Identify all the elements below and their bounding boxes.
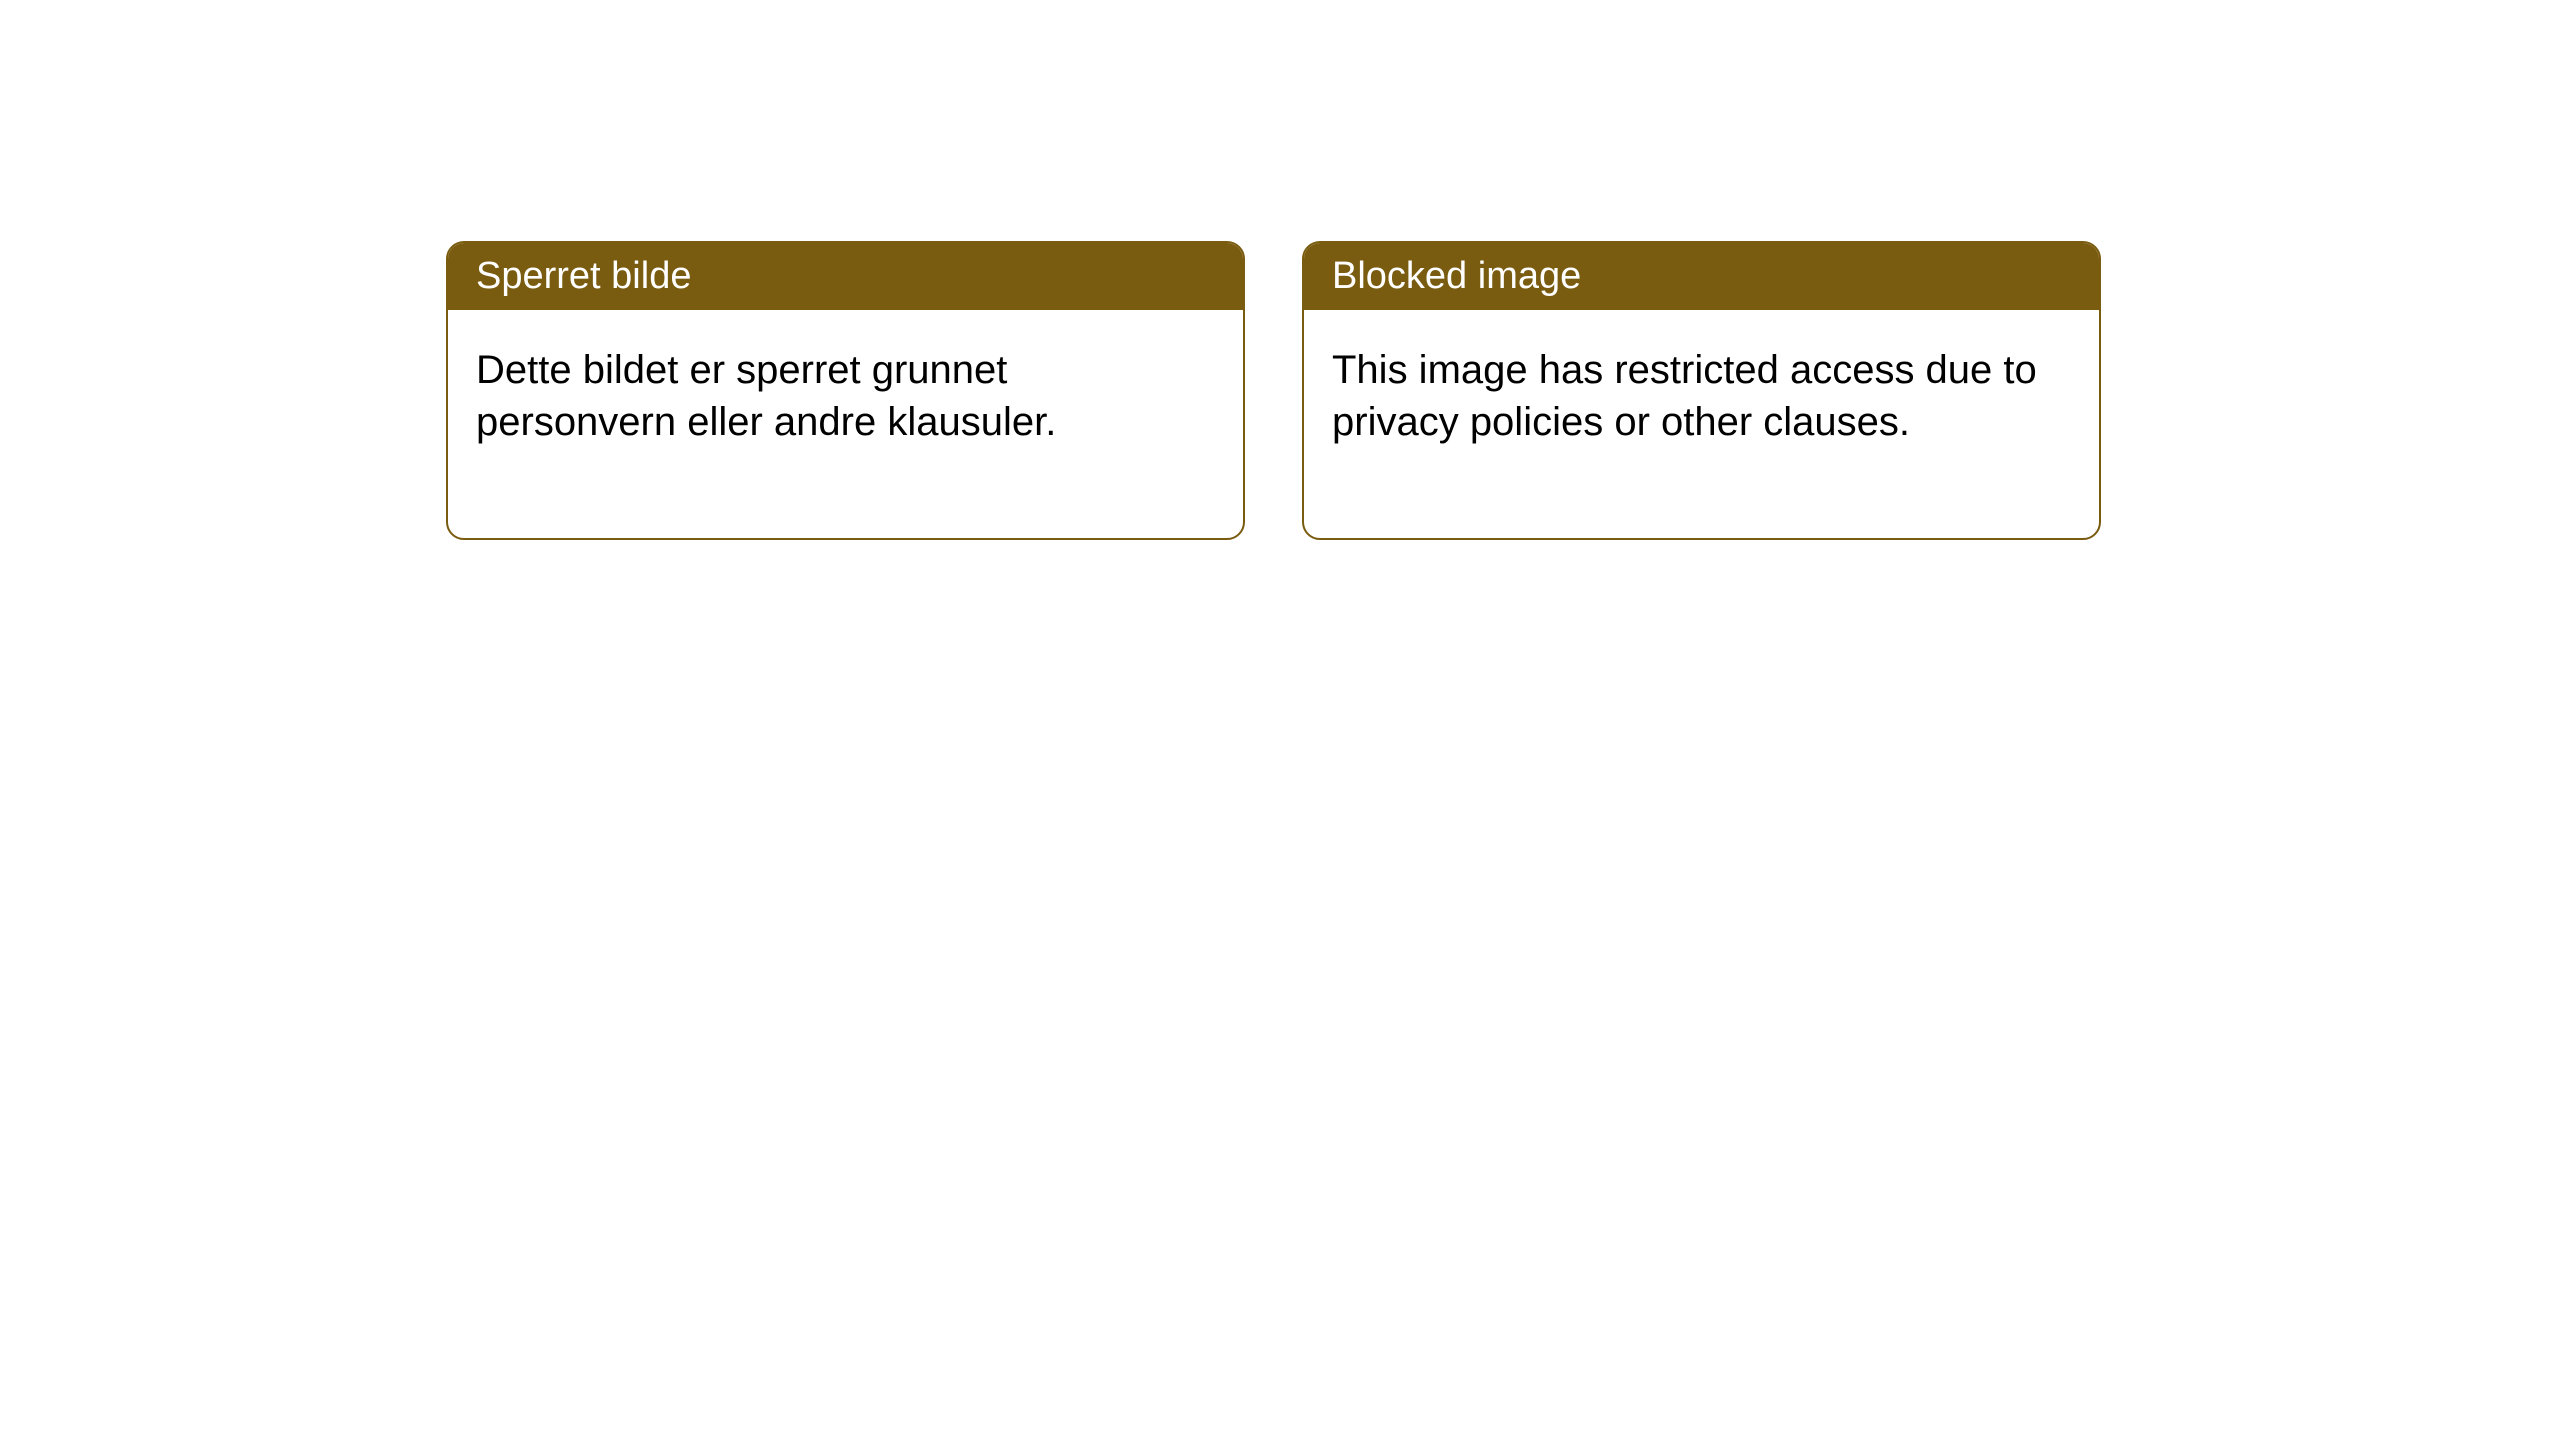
card-header-english: Blocked image — [1304, 243, 2099, 310]
card-header-norwegian: Sperret bilde — [448, 243, 1243, 310]
notice-card-english: Blocked image This image has restricted … — [1302, 241, 2101, 540]
card-body-norwegian: Dette bildet er sperret grunnet personve… — [448, 310, 1243, 538]
notice-cards-container: Sperret bilde Dette bildet er sperret gr… — [446, 241, 2560, 540]
notice-card-norwegian: Sperret bilde Dette bildet er sperret gr… — [446, 241, 1245, 540]
card-body-english: This image has restricted access due to … — [1304, 310, 2099, 538]
